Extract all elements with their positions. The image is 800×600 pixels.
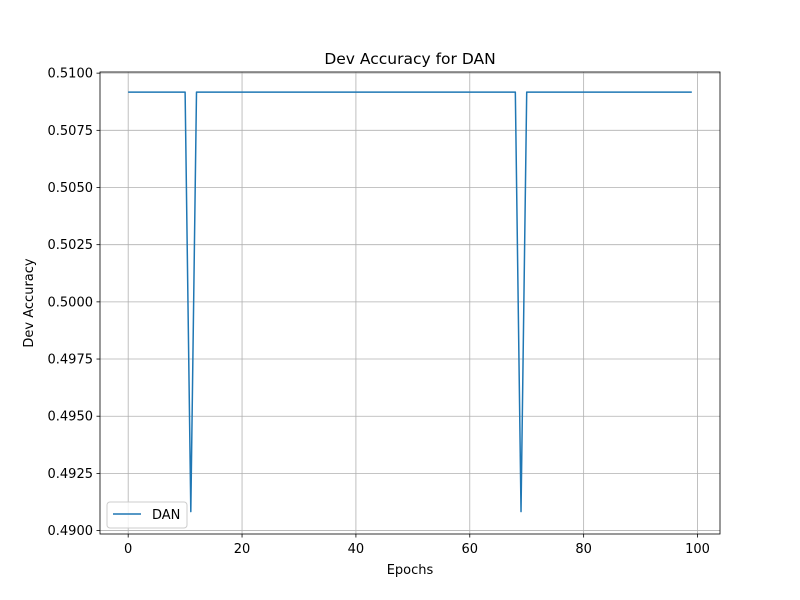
legend-box	[106, 501, 188, 529]
y-axis-ticks: 0.4900 0.4925 0.4950 0.4975 0.5000 0.5025 0.50…	[48, 67, 100, 539]
x-axis-label: Epochs	[387, 563, 434, 578]
y-tick-label: 0.4950	[48, 410, 94, 425]
y-tick-label: 0.5050	[48, 181, 94, 196]
series-line-dan	[128, 91, 692, 513]
legend-label: DAN	[152, 508, 180, 523]
x-tick-label: 0	[124, 542, 132, 557]
x-tick-label: 40	[348, 542, 365, 557]
x-tick-label: 80	[575, 542, 592, 557]
y-tick-label: 0.5075	[48, 124, 94, 139]
y-tick-label: 0.4975	[48, 353, 94, 368]
y-tick-label: 0.5000	[48, 295, 94, 310]
plot-area	[100, 72, 720, 534]
series-group	[128, 91, 692, 513]
x-tick-label: 100	[685, 542, 710, 557]
plot-frame	[99, 71, 721, 535]
x-tick-label: 60	[462, 542, 479, 557]
y-tick-label: 0.4925	[48, 467, 94, 482]
y-tick-label: 0.4900	[48, 524, 94, 539]
chart-title: Dev Accuracy for DAN	[324, 50, 495, 68]
x-tick-label: 20	[234, 542, 251, 557]
y-tick-label: 0.5025	[48, 238, 94, 253]
grid-lines	[100, 72, 720, 534]
legend: DAN	[106, 501, 188, 529]
y-tick-label: 0.5100	[48, 67, 94, 82]
y-axis-label: Dev Accuracy	[22, 258, 37, 347]
x-axis-ticks: 0 20 40 60 80 100	[124, 534, 710, 557]
